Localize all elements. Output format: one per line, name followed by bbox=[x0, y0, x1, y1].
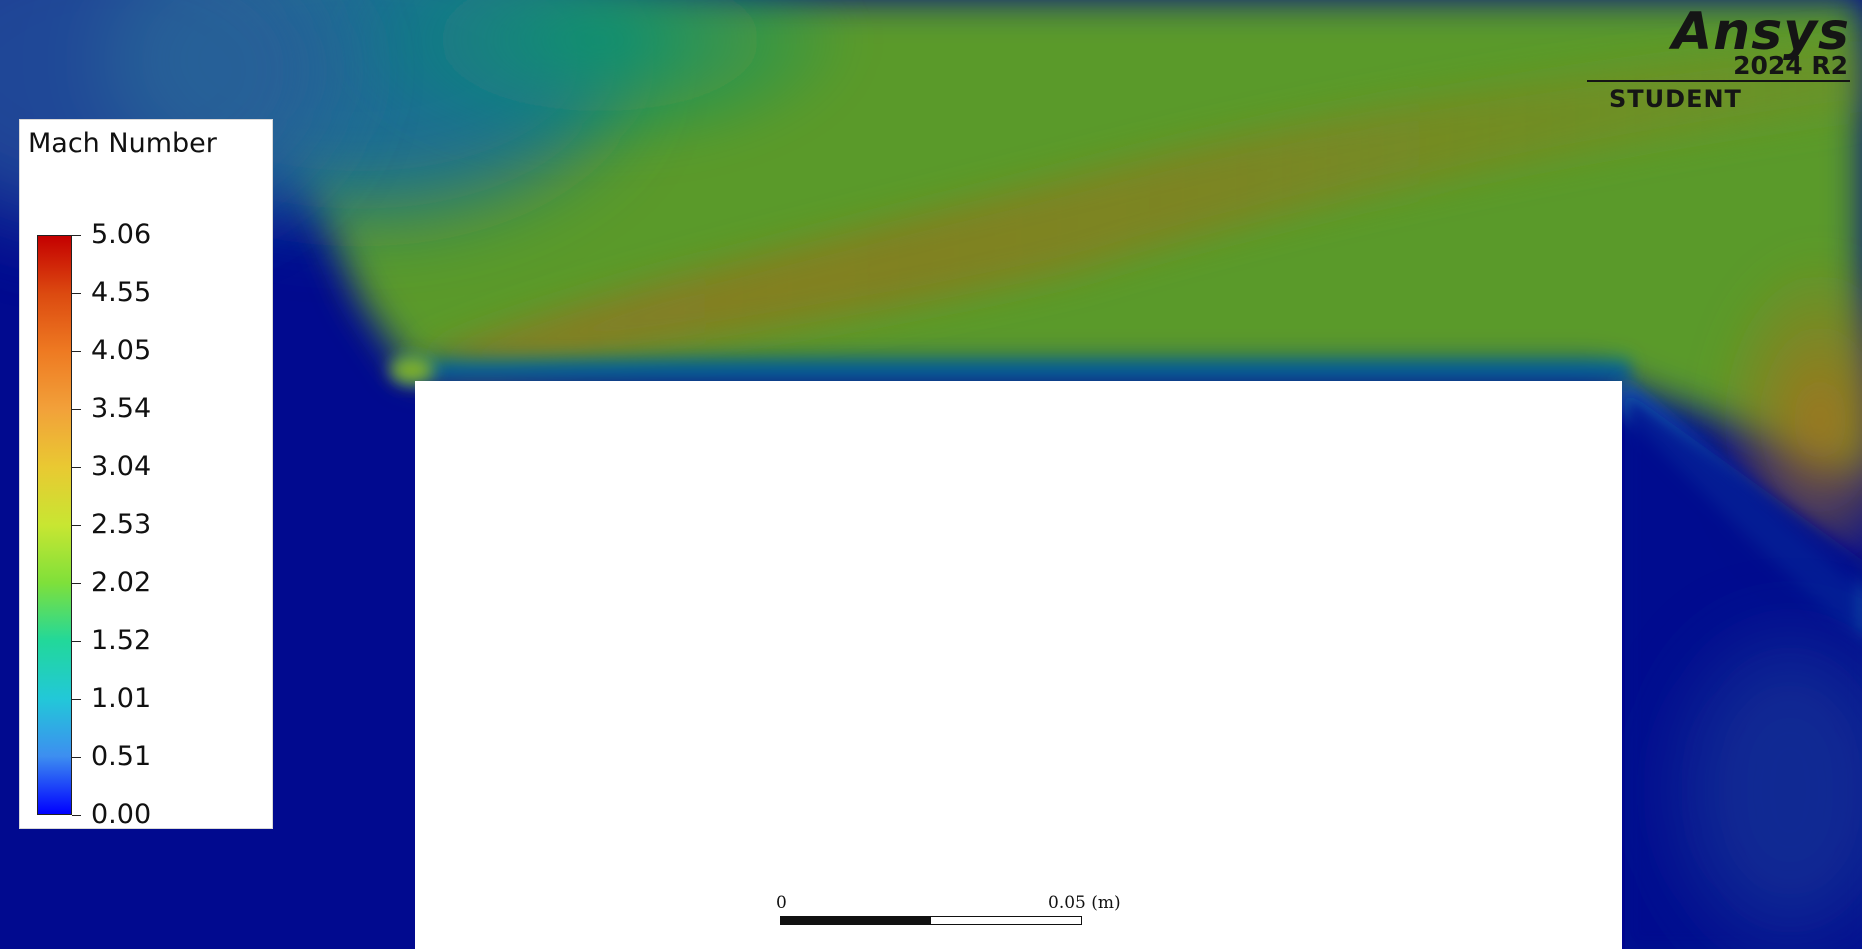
legend-tick bbox=[72, 351, 81, 352]
logo-edition: STUDENT bbox=[1609, 85, 1742, 113]
legend-tick bbox=[72, 467, 81, 468]
legend-level-label: 4.05 bbox=[91, 335, 152, 366]
legend-level-label: 1.01 bbox=[91, 683, 152, 714]
logo-version: 2024 R2 bbox=[1733, 51, 1848, 80]
legend-level-label: 5.06 bbox=[91, 219, 152, 250]
legend-tick bbox=[72, 757, 81, 758]
boundary-layer bbox=[400, 352, 1630, 382]
wake-vortex bbox=[1680, 640, 1862, 940]
legend-tick bbox=[72, 293, 81, 294]
legend-level-label: 2.53 bbox=[91, 509, 152, 540]
legend-level-label: 4.55 bbox=[91, 277, 152, 308]
legend-level-label: 3.04 bbox=[91, 451, 152, 482]
scale-start-label: 0 bbox=[776, 893, 787, 913]
legend-tick bbox=[72, 235, 81, 236]
logo-divider bbox=[1587, 80, 1850, 82]
legend-level-label: 2.02 bbox=[91, 567, 152, 598]
legend-tick bbox=[72, 409, 81, 410]
scale-ruler bbox=[780, 916, 1082, 925]
legend-level-label: 1.52 bbox=[91, 625, 152, 656]
transition-region-teal bbox=[340, 0, 860, 160]
logo-brand: Ansys bbox=[1671, 2, 1850, 62]
legend-colorbar bbox=[37, 235, 72, 815]
legend-tick bbox=[72, 815, 81, 816]
legend-tick bbox=[72, 699, 81, 700]
expansion-fan bbox=[420, 40, 1862, 372]
legend-level-label: 3.54 bbox=[91, 393, 152, 424]
legend-level-label: 0.51 bbox=[91, 741, 152, 772]
solid-body bbox=[415, 381, 1622, 949]
scale-end-label: 0.05 (m) bbox=[1048, 893, 1121, 913]
leading-edge-corner bbox=[390, 356, 434, 384]
scale-bar: 0 0.05 (m) bbox=[776, 893, 1121, 929]
legend-tick bbox=[72, 583, 81, 584]
legend-tick bbox=[72, 525, 81, 526]
ansys-logo: Ansys 2024 R2 STUDENT bbox=[1585, 2, 1850, 113]
legend-title: Mach Number bbox=[28, 128, 217, 159]
legend-tick bbox=[72, 641, 81, 642]
legend-level-label: 0.00 bbox=[91, 799, 152, 830]
scale-ruler-fill bbox=[781, 917, 931, 924]
color-legend[interactable]: Mach Number 5.06 4.55 4.05 3.54 3.04 2.53 2.02… bbox=[19, 119, 273, 830]
